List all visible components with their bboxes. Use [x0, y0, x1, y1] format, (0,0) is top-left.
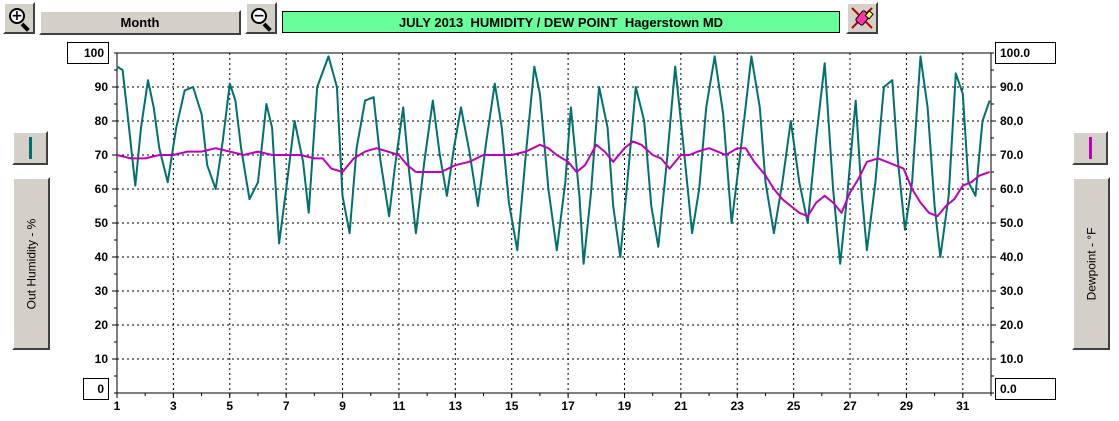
humidity-key-swatch	[28, 137, 32, 159]
x-tick-label: 5	[226, 399, 233, 413]
right-axis-min-field[interactable]: 0.0	[995, 378, 1056, 400]
y-left-tick-label: 10	[95, 352, 109, 366]
left-axis-max-field[interactable]: 100	[67, 42, 109, 64]
eraser-button[interactable]	[846, 2, 878, 34]
y-left-tick-label: 90	[95, 80, 109, 94]
left-axis-min-field[interactable]: 0	[83, 378, 109, 400]
y-left-tick-label: 50	[95, 216, 109, 230]
y-right-tick-label: 60.0	[1000, 182, 1024, 196]
y-right-tick-label: 50.0	[1000, 216, 1024, 230]
x-tick-label: 17	[561, 399, 575, 413]
x-tick-label: 15	[505, 399, 519, 413]
x-tick-label: 31	[956, 399, 970, 413]
humidity-line	[116, 55, 991, 265]
humidity-series-key[interactable]	[12, 131, 48, 165]
x-tick-label: 19	[618, 399, 632, 413]
dewpoint-series-key[interactable]	[1072, 131, 1108, 165]
y-left-tick-label: 40	[95, 250, 109, 264]
x-tick-label: 1	[114, 399, 121, 413]
eraser-icon	[851, 7, 874, 29]
x-tick-label: 13	[449, 399, 463, 413]
month-button[interactable]: Month	[39, 10, 241, 35]
x-tick-label: 9	[339, 399, 346, 413]
y-right-tick-label: 70.0	[1000, 148, 1024, 162]
x-tick-label: 11	[393, 399, 406, 413]
y-left-tick-label: 30	[95, 284, 109, 298]
left-axis-label-button[interactable]: Out Humidity - %	[12, 177, 50, 350]
y-right-tick-label: 40.0	[1000, 250, 1024, 264]
right-axis-max-field[interactable]: 100.0	[995, 42, 1056, 64]
dewpoint-key-swatch	[1088, 137, 1092, 159]
y-right-tick-label: 20.0	[1000, 318, 1024, 332]
y-left-tick-label: 60	[95, 182, 109, 196]
dewpoint-line	[116, 140, 990, 218]
y-right-tick-label: 80.0	[1000, 114, 1024, 128]
x-tick-label: 29	[900, 399, 914, 413]
y-left-tick-label: 70	[95, 148, 109, 162]
right-axis-label-button[interactable]: Dewpoint - °F	[1072, 177, 1110, 350]
x-tick-label: 3	[170, 399, 177, 413]
x-tick-label: 27	[843, 399, 857, 413]
x-tick-label: 23	[731, 399, 745, 413]
chart-title: JULY 2013 HUMIDITY / DEW POINT Hagerstow…	[282, 11, 840, 33]
x-tick-label: 21	[674, 399, 688, 413]
x-tick-label: 25	[787, 399, 801, 413]
zoom-in-icon: +	[8, 7, 30, 32]
y-right-tick-label: 10.0	[1000, 352, 1024, 366]
x-tick-label: 7	[283, 399, 290, 413]
y-right-tick-label: 90.0	[1000, 80, 1024, 94]
y-left-tick-label: 20	[95, 318, 109, 332]
y-left-tick-label: 80	[95, 114, 109, 128]
zoom-in-button[interactable]: +	[3, 2, 35, 34]
zoom-out-icon: −	[250, 7, 272, 32]
y-right-tick-label: 30.0	[1000, 284, 1024, 298]
zoom-out-button[interactable]: −	[245, 2, 277, 34]
